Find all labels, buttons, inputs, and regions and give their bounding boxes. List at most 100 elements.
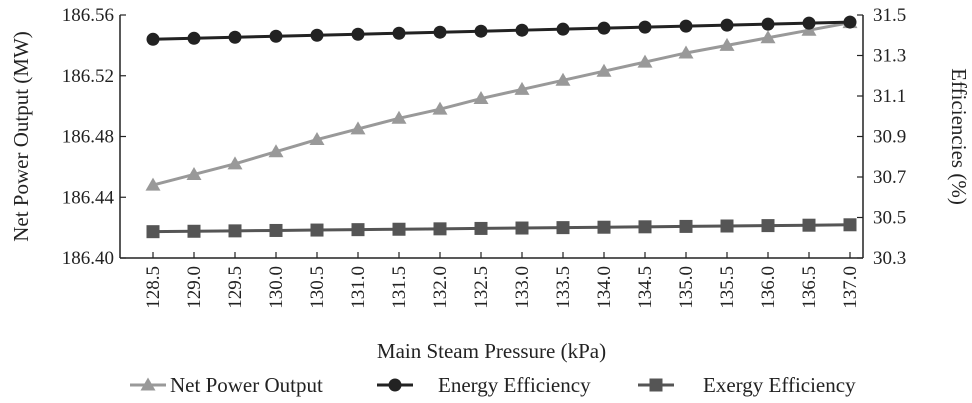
right-tick-label: 31.5 [873, 5, 906, 26]
x-tick-label: 136.0 [758, 266, 779, 309]
data-point [556, 22, 570, 36]
data-point [187, 224, 201, 238]
x-tick-label: 133.0 [512, 266, 533, 309]
data-point [146, 32, 160, 46]
data-point [760, 30, 776, 44]
x-tick-label: 136.5 [799, 266, 820, 309]
data-point [802, 16, 816, 30]
x-tick-label: 135.0 [676, 266, 697, 309]
data-point [268, 144, 284, 158]
data-point [186, 166, 202, 180]
series-line [152, 20, 851, 41]
right-tick-label: 30.9 [873, 127, 906, 148]
data-point [432, 101, 448, 115]
x-tick-label: 134.5 [635, 266, 656, 309]
data-point [843, 218, 857, 232]
left-tick-label: 186.52 [62, 66, 114, 87]
data-point [351, 223, 365, 237]
x-tick-label: 128.5 [143, 266, 164, 309]
data-point [145, 177, 161, 191]
x-tick-label: 134.0 [594, 266, 615, 309]
data-point [350, 121, 366, 135]
x-tick-label: 133.5 [553, 266, 574, 309]
data-point [638, 20, 652, 34]
left-tick-label: 186.40 [62, 248, 114, 269]
data-point [269, 29, 283, 43]
data-point [719, 37, 735, 51]
left-axis: 186.40 186.44 186.48 186.52 186.56 [62, 5, 126, 269]
left-tick-label: 186.44 [62, 187, 115, 208]
series-net-power-output [145, 15, 858, 191]
x-axis: 128.5 129.0 129.5 130.0 130.5 131.0 131.5 132.0… [143, 252, 861, 309]
x-tick-label: 129.5 [225, 266, 246, 309]
data-point [720, 219, 734, 233]
data-point [802, 218, 816, 232]
data-point [555, 72, 571, 86]
right-tick-label: 30.3 [873, 248, 906, 269]
data-point [392, 222, 406, 236]
x-tick-label: 130.5 [307, 266, 328, 309]
data-point [679, 219, 693, 233]
data-point [761, 17, 775, 31]
left-tick-label: 186.48 [62, 127, 114, 148]
legend-label: Exergy Efficiency [703, 373, 856, 397]
data-point [433, 222, 447, 236]
x-tick-label: 132.5 [471, 266, 492, 309]
data-point [515, 221, 529, 235]
data-point [392, 26, 406, 40]
legend-marker [649, 378, 663, 392]
data-point [514, 81, 530, 95]
series-line [152, 21, 851, 187]
x-tick-label: 137.0 [840, 266, 861, 309]
x-axis-title: Main Steam Pressure (kPa) [377, 339, 606, 363]
data-point [310, 28, 324, 42]
data-point [556, 221, 570, 235]
legend-item: Exergy Efficiency [638, 373, 856, 397]
data-point [596, 63, 612, 77]
data-point [227, 156, 243, 170]
right-axis: 30.3 30.5 30.7 30.9 31.1 31.3 31.5 [857, 5, 906, 269]
legend-item: Net Power Output [130, 373, 323, 397]
x-tick-label: 131.5 [389, 266, 410, 309]
series-line [152, 223, 851, 234]
right-axis-title: Efficiencies (%) [947, 68, 971, 205]
data-point [228, 30, 242, 44]
data-point [678, 45, 694, 59]
plot-area [119, 15, 864, 259]
legend-marker [388, 378, 402, 392]
data-point [720, 18, 734, 32]
left-axis-title: Net Power Output (MW) [9, 31, 33, 242]
data-point [597, 220, 611, 234]
data-point [309, 132, 325, 146]
data-point [474, 221, 488, 235]
data-point [473, 91, 489, 105]
data-point [351, 27, 365, 41]
data-point [228, 224, 242, 238]
data-point [843, 15, 857, 29]
data-point [433, 25, 447, 39]
right-tick-label: 30.7 [873, 167, 906, 188]
x-tick-label: 130.0 [266, 266, 287, 309]
legend-item: Energy Efficiency [377, 373, 591, 397]
x-tick-label: 129.0 [184, 266, 205, 309]
x-tick-label: 135.5 [717, 266, 738, 309]
data-point [597, 21, 611, 35]
data-point [515, 23, 529, 37]
data-point [146, 225, 160, 239]
x-tick-label: 131.0 [348, 266, 369, 309]
left-tick-label: 186.56 [62, 5, 114, 26]
legend-marker [140, 377, 156, 391]
legend-label: Energy Efficiency [438, 373, 591, 397]
right-tick-label: 31.1 [873, 86, 906, 107]
data-point [391, 110, 407, 124]
series-exergy-efficiency [146, 218, 857, 239]
data-point [187, 31, 201, 45]
data-point [679, 19, 693, 33]
data-point [474, 24, 488, 38]
data-point [761, 219, 775, 233]
x-tick-label: 132.0 [430, 266, 451, 309]
data-point [269, 223, 283, 237]
data-point [310, 223, 324, 237]
data-point [638, 220, 652, 234]
